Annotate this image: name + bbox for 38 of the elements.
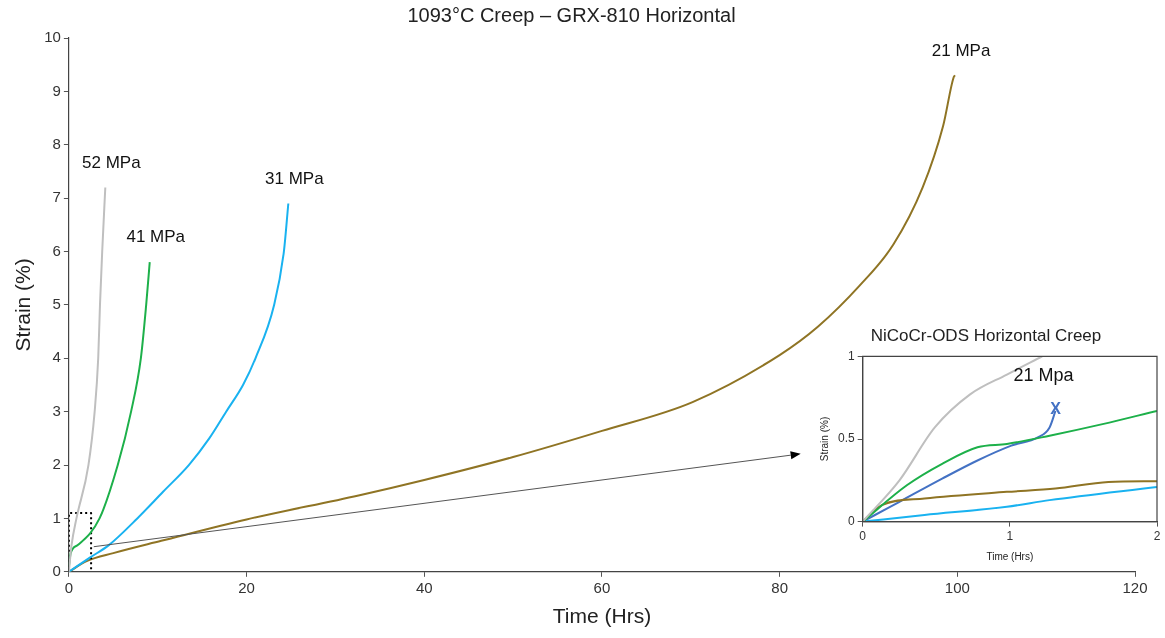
y-axis-title: Strain (%)	[11, 258, 35, 352]
y-tick-label: 9	[52, 81, 61, 99]
y-tick-label: 1	[847, 348, 855, 363]
x-tick-label: 60	[593, 578, 611, 596]
y-tick-label: 3	[52, 401, 61, 419]
series-label: 21 Mpa	[1013, 364, 1075, 385]
y-tick-label: 1	[52, 508, 61, 526]
y-tick-label: 0	[847, 513, 855, 528]
y-axis-title: Strain (%)	[818, 416, 830, 462]
x-tick-label: 40	[415, 578, 433, 596]
x-tick-label: 120	[1122, 578, 1148, 596]
chart-title: 1093°C Creep – GRX-810 Horizontal	[407, 3, 736, 26]
y-tick-label: 0.5	[837, 431, 855, 446]
annotation: X	[1050, 399, 1062, 417]
y-tick-label: 8	[52, 134, 61, 152]
line-series	[68, 186, 107, 572]
x-axis-title: Time (Hrs)	[986, 550, 1034, 562]
x-tick-label: 80	[771, 578, 788, 596]
series-label: 21 MPa	[931, 40, 991, 60]
y-tick-label: 0	[52, 561, 61, 579]
y-tick-label: 7	[52, 188, 61, 206]
y-tick-label: 5	[52, 295, 61, 313]
x-tick-label: 20	[238, 578, 255, 596]
series-label: 52 MPa	[82, 152, 142, 172]
y-tick-label: 4	[52, 348, 61, 366]
line-series	[68, 202, 290, 572]
x-tick-label: 0	[64, 578, 74, 596]
y-tick-label: 2	[52, 455, 61, 473]
x-tick-label: 1	[1006, 529, 1014, 544]
y-tick-label: 10	[44, 28, 61, 46]
series-label: 31 MPa	[265, 168, 325, 188]
x-tick-label: 2	[1153, 529, 1161, 544]
chart-title: NiCoCr-ODS Horizontal Creep	[870, 325, 1102, 345]
x-tick-label: 0	[859, 529, 867, 544]
x-tick-label: 100	[944, 578, 970, 596]
x-axis-title: Time (Hrs)	[552, 604, 652, 628]
y-tick-label: 6	[52, 241, 61, 259]
series-label: 41 MPa	[126, 227, 186, 247]
